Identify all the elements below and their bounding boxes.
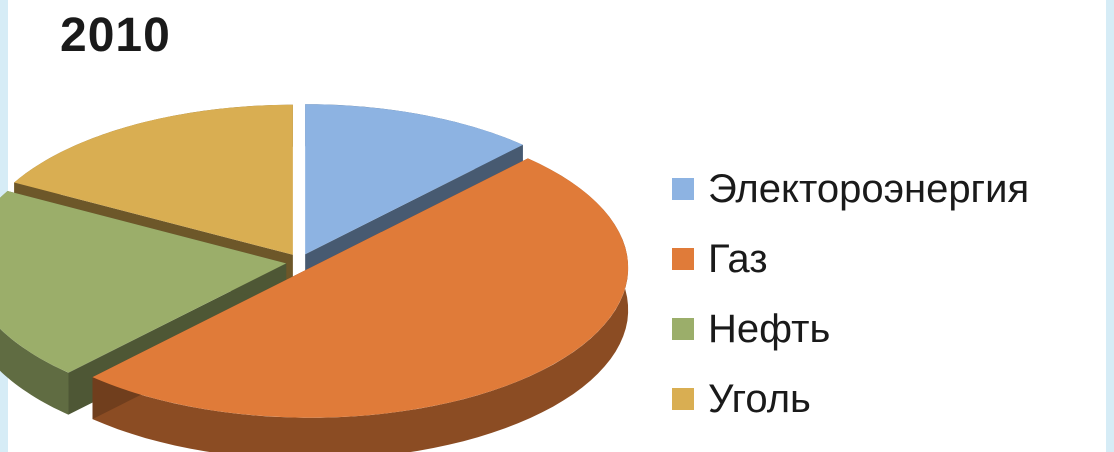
pie-slice-top-1 — [92, 158, 629, 418]
legend-swatch — [672, 248, 694, 270]
chart-legend: Электороэнергия Газ Нефть Уголь — [672, 168, 1029, 448]
pie-slice-1 — [92, 158, 629, 452]
legend-item-3: Уголь — [672, 378, 1029, 420]
legend-item-2: Нефть — [672, 308, 1029, 350]
chart-title: 2010 — [60, 9, 171, 62]
legend-label: Газ — [708, 237, 768, 281]
pie-slice-top-2 — [0, 191, 287, 373]
legend-swatch — [672, 318, 694, 340]
legend-label: Уголь — [708, 377, 811, 421]
pie-slice-top-0 — [305, 104, 523, 255]
legend-swatch — [672, 388, 694, 410]
legend-item-0: Электороэнергия — [672, 168, 1029, 210]
legend-label: Электороэнергия — [708, 167, 1030, 211]
legend-label: Нефть — [708, 307, 831, 351]
legend-item-1: Газ — [672, 238, 1029, 280]
pie-slice-side-2 — [0, 191, 69, 415]
pie-slice-top-3 — [14, 104, 293, 255]
legend-swatch — [672, 178, 694, 200]
